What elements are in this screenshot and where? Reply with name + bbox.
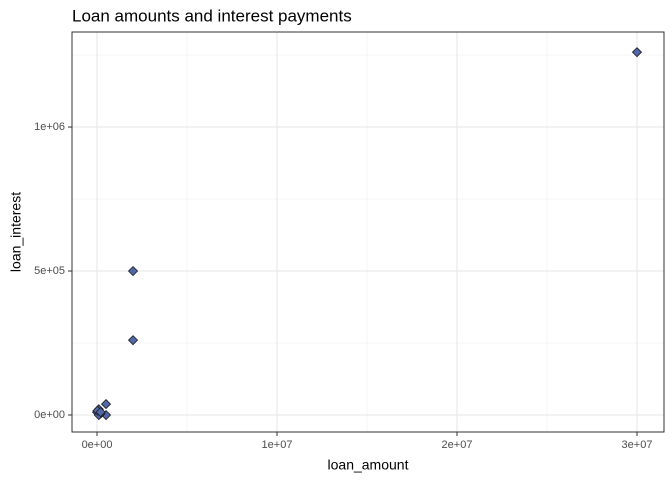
y-tick-label: 1e+06 (34, 121, 65, 133)
point (100, 399, 112, 410)
y-tick-label: 0e+00 (34, 409, 65, 421)
x-tick-label: 0e+00 (82, 439, 113, 451)
x-tick-label: 3e+07 (622, 439, 653, 451)
point (631, 47, 643, 58)
point (127, 335, 139, 346)
point (95, 407, 106, 418)
panel-border (71, 31, 665, 433)
x-tick-label: 1e+07 (262, 439, 293, 451)
chart-title: Loan amounts and interest payments (72, 6, 352, 25)
y-axis-label: loan_interest (8, 192, 24, 272)
y-tick-label: 5e+05 (34, 265, 65, 277)
point (127, 265, 139, 277)
x-tick-label: 2e+07 (442, 439, 473, 451)
x-axis-label: loan_amount (328, 457, 409, 473)
